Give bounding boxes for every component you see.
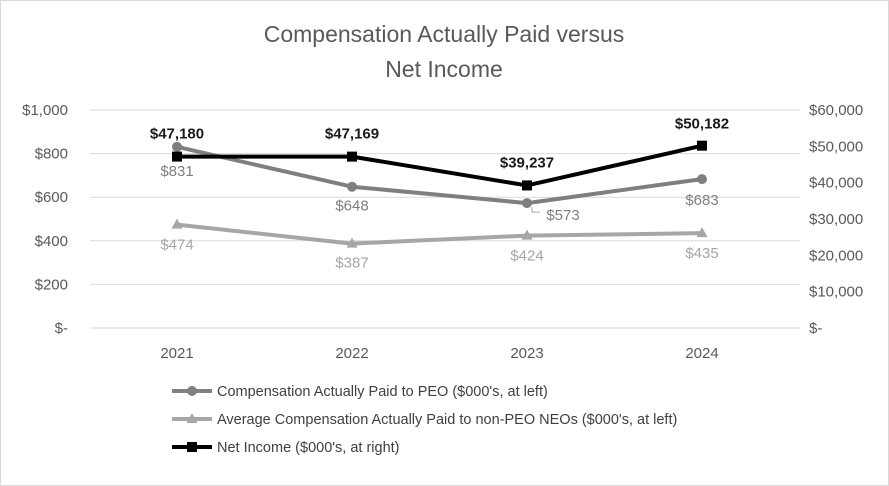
x-axis: 2021 2022 2023 2024 [160,345,718,362]
x-tick-label: 2022 [335,345,368,362]
marker-circle [522,198,532,209]
neo-data-label: $424 [510,248,543,265]
net-income-data-label: $47,180 [150,126,204,143]
left-tick-label: $1,000 [22,102,68,119]
right-tick-label: $50,000 [809,138,863,155]
neo-data-label: $435 [685,245,718,262]
peo-data-label: $683 [685,192,718,209]
gridlines [90,109,800,329]
chart-title-line-2: Net Income [385,56,503,82]
marker-square [522,180,532,191]
marker-circle [347,181,357,192]
legend-entry-net-income: Net Income ($000's, at right) [217,440,400,456]
neo-data-label: $474 [160,237,193,254]
series-group [171,140,708,248]
peo-data-label: $573 [546,207,579,224]
legend-entry-peo: Compensation Actually Paid to PEO ($000'… [217,384,548,400]
marker-triangle [186,413,198,423]
right-axis: $60,000 $50,000 $40,000 $30,000 $20,000 $10,0… [809,102,863,337]
peo-2023-leader-line [531,207,540,213]
marker-circle [172,141,182,152]
left-tick-label: $800 [35,146,68,163]
right-tick-label: $- [809,320,822,337]
marker-triangle [346,237,358,248]
x-tick-label: 2024 [685,345,718,362]
peo-data-label: $648 [335,198,368,215]
peo-series-line [176,144,703,206]
net-income-data-label: $47,169 [325,126,379,143]
x-tick-label: 2023 [510,345,543,362]
neo-data-label: $387 [335,255,368,272]
x-tick-label: 2021 [160,345,193,362]
marker-circle [697,174,707,185]
left-tick-label: $600 [35,189,68,206]
marker-square [347,151,357,162]
peo-data-label: $831 [160,163,193,180]
chart-title-line-1: Compensation Actually Paid versus [264,21,625,47]
right-tick-label: $20,000 [809,247,863,264]
left-tick-label: $- [55,320,68,337]
legend: Compensation Actually Paid to PEO ($000'… [172,384,677,456]
right-tick-label: $60,000 [809,102,863,119]
marker-triangle [171,218,183,229]
legend-entry-neo: Average Compensation Actually Paid to no… [217,412,677,428]
marker-square [187,442,197,452]
marker-square [172,151,182,162]
neo-series-line [176,222,703,246]
marker-triangle [696,227,708,238]
right-tick-label: $30,000 [809,211,863,228]
left-axis: $1,000 $800 $600 $400 $200 $- [22,102,68,337]
data-labels: $831 $648 $573 $683 $474 $387 $424 $435 $47,180 $… [150,116,729,272]
net-income-data-label: $39,237 [500,154,554,171]
right-tick-label: $10,000 [809,284,863,301]
marker-square [697,140,707,151]
net-income-series-line [176,143,703,188]
marker-triangle [521,229,533,240]
label-leader-lines [531,207,540,213]
left-tick-label: $200 [35,276,68,293]
left-tick-label: $400 [35,233,68,250]
right-tick-label: $40,000 [809,175,863,192]
marker-circle [187,386,197,396]
net-income-data-label: $50,182 [675,116,729,133]
